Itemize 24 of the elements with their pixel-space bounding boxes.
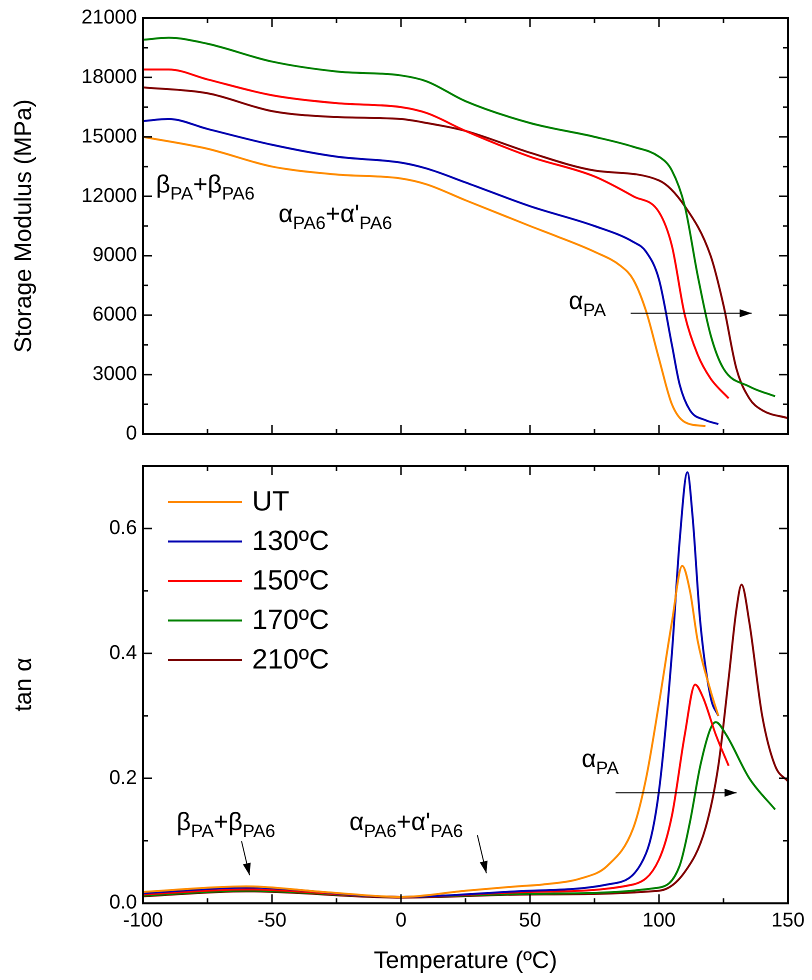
y-tick-label: 0 — [126, 422, 137, 445]
legend-label: UT — [252, 486, 290, 517]
x-tick-label: 100 — [642, 910, 676, 932]
x-axis-title: Temperature (ºC) — [374, 947, 558, 974]
legend-label: 130ºC — [252, 525, 330, 556]
y-axis-title: tan α — [10, 658, 38, 712]
x-tick-label: -50 — [258, 910, 286, 932]
legend-label: 170ºC — [252, 604, 330, 636]
y-tick-label: 6000 — [92, 304, 137, 326]
y-tick-label: 12000 — [81, 184, 137, 207]
y-axis-title: Storage Modulus (MPa) — [10, 99, 38, 353]
y-tick-label: 3000 — [92, 363, 137, 386]
y-tick-label: 0.2 — [109, 766, 137, 789]
y-tick-label: 21000 — [81, 6, 137, 29]
y-tick-label: 18000 — [81, 66, 137, 88]
legend-label: 150ºC — [252, 564, 330, 596]
y-tick-label: 15000 — [81, 125, 137, 148]
x-tick-label: 50 — [518, 910, 542, 932]
y-tick-label: 0.6 — [109, 516, 137, 539]
x-tick-label: 150 — [771, 910, 805, 932]
legend-label: 210ºC — [252, 644, 330, 675]
y-tick-label: 9000 — [92, 244, 137, 266]
y-tick-label: 0.4 — [109, 642, 137, 664]
x-tick-label: 0 — [395, 910, 407, 932]
